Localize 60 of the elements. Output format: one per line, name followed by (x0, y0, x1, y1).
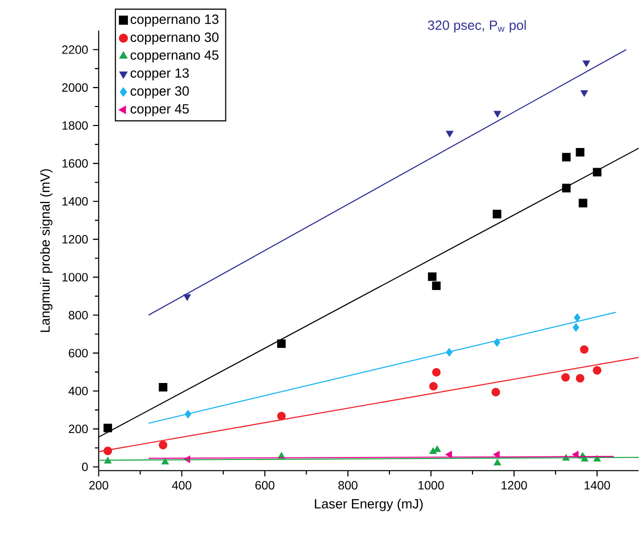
point (580, 90, 588, 97)
y-tick-label: 1200 (62, 235, 88, 244)
point (445, 450, 452, 458)
x-tick-label: 1000 (418, 481, 444, 490)
point (576, 374, 584, 383)
y-tick-label: 1600 (62, 159, 88, 168)
y-tick-label: 0 (82, 462, 88, 472)
x-tick-label: 1200 (502, 481, 527, 490)
point (429, 382, 438, 391)
point (576, 148, 584, 156)
point (158, 382, 168, 392)
y-axis-title: Langmuir probe signal (mV) (40, 169, 52, 332)
annotation: 320 psec, P$_{w}$ pol (428, 20, 526, 33)
y-tick-label: 800 (68, 310, 88, 320)
x-tick-label: 800 (338, 481, 358, 490)
point (183, 294, 191, 301)
point (494, 338, 500, 347)
point (592, 366, 602, 375)
point (104, 424, 112, 432)
y-tick-label: 1400 (62, 197, 88, 206)
point (277, 412, 286, 420)
y-tick-label: 2000 (62, 83, 88, 92)
legend-label: coppernano 30 (130, 32, 218, 45)
y-tick-label: 200 (68, 424, 88, 434)
point (580, 345, 589, 354)
point (492, 388, 500, 396)
point (572, 323, 580, 332)
point (432, 281, 441, 290)
legend-label: coppernano 13 (130, 14, 218, 27)
point (582, 60, 590, 67)
point (446, 130, 454, 138)
point (432, 368, 441, 376)
y-tick-label: 1000 (62, 272, 88, 282)
point (161, 458, 169, 464)
point (158, 440, 168, 450)
point (428, 272, 436, 281)
y-tick-label: 1800 (62, 121, 88, 130)
x-tick-label: 600 (255, 481, 274, 490)
legend-label: copper 13 (130, 68, 189, 80)
point (562, 152, 571, 162)
legend-label: copper 45 (130, 104, 189, 116)
point (562, 184, 571, 192)
x-tick-label: 400 (172, 481, 192, 490)
point (492, 210, 502, 218)
x-tick-label: 1400 (584, 481, 610, 490)
point (277, 339, 286, 348)
legend-label: copper 30 (130, 86, 189, 98)
y-tick-label: 2200 (62, 45, 88, 54)
point (561, 373, 570, 382)
point (493, 450, 500, 458)
point (578, 198, 588, 208)
x-tick-label: 200 (89, 481, 108, 490)
point (574, 313, 580, 322)
point (104, 456, 112, 464)
y-tick-label: 600 (68, 348, 88, 358)
legend-label: coppernano 45 (130, 50, 218, 62)
point (494, 110, 502, 118)
y-tick-label: 400 (68, 386, 88, 396)
x-axis-title: Laser Energy (mJ) (314, 498, 423, 512)
point (494, 458, 502, 466)
